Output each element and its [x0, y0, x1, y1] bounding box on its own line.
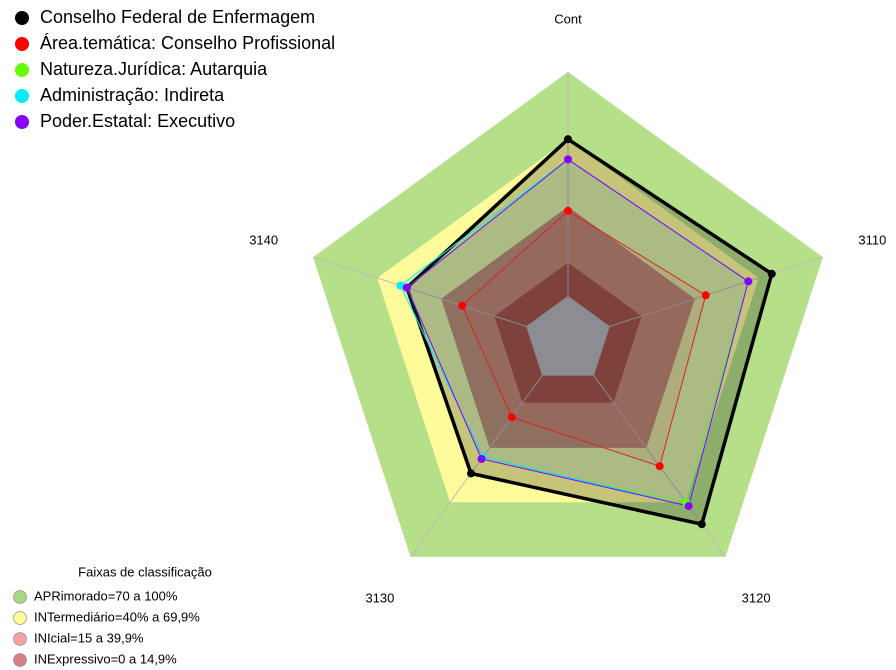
legend-marker: [15, 11, 29, 25]
series-point: [507, 413, 516, 422]
series-point: [458, 301, 467, 310]
series-point: [744, 277, 753, 286]
band-legend-label: APRimorado=70 a 100%: [34, 588, 178, 603]
axis-label: Cont: [554, 11, 582, 26]
spoke: [410, 375, 543, 558]
legend-label: Área.temática: Conselho Profissional: [40, 33, 335, 53]
band-legend-marker: [13, 632, 27, 646]
legend-marker: [15, 63, 29, 77]
legend-label: Poder.Estatal: Executivo: [40, 111, 235, 131]
series-point: [467, 469, 476, 478]
band-legend-marker: [13, 653, 27, 667]
series-point: [684, 502, 693, 511]
series-point: [564, 206, 572, 215]
series-point: [564, 135, 572, 144]
legend-label: Administração: Indireta: [40, 85, 225, 105]
axis-label: 3130: [365, 590, 394, 605]
spoke: [609, 256, 824, 327]
legend-title: Faixas de classificação: [78, 564, 212, 579]
band-legend-label: INTermediário=40% a 69,9%: [34, 609, 200, 624]
center-hole: [526, 296, 610, 376]
legend-label: Natureza.Jurídica: Autarquia: [40, 59, 268, 79]
series-point: [655, 462, 664, 471]
legend-marker: [15, 115, 29, 129]
series-point: [396, 281, 405, 290]
series-point: [767, 269, 776, 278]
band-legend-marker: [13, 590, 27, 604]
series-point: [697, 520, 706, 529]
series-point: [701, 291, 710, 300]
axis-label: 3110: [858, 233, 886, 248]
axis-label: 3120: [742, 590, 771, 605]
series-area: [406, 158, 749, 507]
legend-marker: [15, 37, 29, 51]
band-legend-marker: [13, 611, 27, 625]
band-legend-label: INIcial=15 a 39,9%: [34, 630, 144, 645]
legend-marker: [15, 89, 29, 103]
series-point: [564, 155, 572, 164]
series-point: [402, 283, 411, 292]
legend-label: Conselho Federal de Enfermagem: [40, 7, 315, 27]
spoke: [312, 256, 527, 327]
series-point: [477, 454, 486, 463]
series-area: [461, 210, 707, 467]
axis-label: 3140: [249, 233, 278, 248]
band-legend-label: INExpressivo=0 a 14,9%: [34, 651, 177, 666]
